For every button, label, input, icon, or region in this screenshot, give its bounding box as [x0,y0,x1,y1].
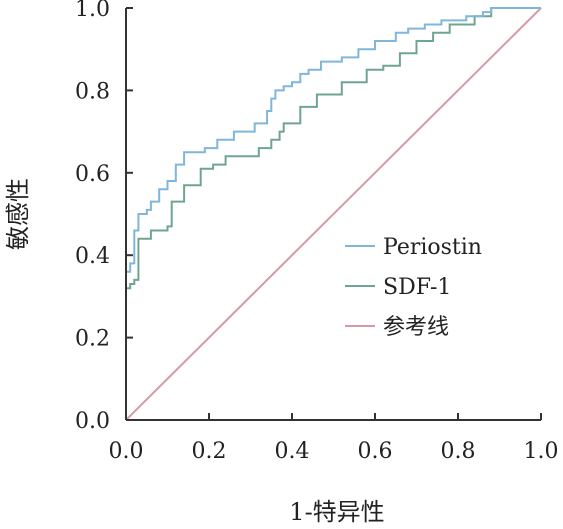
x-tick-label: 1.0 [524,439,559,464]
legend-label: 参考线 [383,315,449,340]
plot-area [125,7,542,421]
series-line-1 [125,7,541,420]
axes [125,8,541,421]
y-tick-label: 0.0 [75,409,110,434]
y-axis-title: 敏感性 [4,178,32,250]
y-tick-label: 1.0 [75,0,110,22]
x-tick-label: 0.6 [358,439,393,464]
y-axis-ticks: 0.0 0.2 0.4 0.6 0.8 1.0 [75,0,133,434]
legend-label: SDF-1 [383,275,451,300]
x-axis-title: 1-特异性 [289,498,384,526]
series-line-2 [125,7,542,421]
x-tick-label: 0.4 [275,439,310,464]
series-line-0 [125,7,541,420]
y-tick-label: 0.6 [75,162,110,187]
y-tick-label: 0.2 [75,327,110,352]
y-tick-label: 0.4 [75,244,110,269]
y-tick-label: 0.8 [75,79,110,104]
x-tick-label: 0.8 [441,439,476,464]
x-tick-label: 0.0 [109,439,144,464]
legend-label: Periostin [383,235,482,260]
x-axis-ticks: 0.0 0.2 0.4 0.6 0.8 1.0 [109,413,559,464]
legend: Periostin SDF-1 参考线 [345,235,482,340]
x-tick-label: 0.2 [192,439,227,464]
